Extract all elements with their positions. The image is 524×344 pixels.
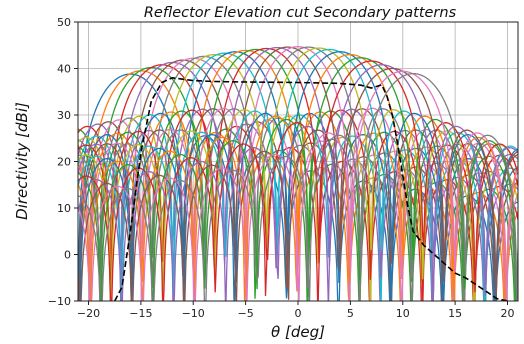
y-tick-label: 0: [64, 249, 71, 262]
y-tick-label: −10: [48, 295, 71, 308]
x-tick-label: 15: [448, 307, 462, 320]
chart-title: Reflector Elevation cut Secondary patter…: [144, 5, 457, 21]
y-tick-label: 20: [57, 156, 71, 169]
x-tick-label: −10: [182, 307, 205, 320]
x-tick-label: −15: [129, 307, 152, 320]
x-tick-label: 20: [501, 307, 515, 320]
y-tick-label: 40: [57, 63, 71, 76]
x-tick-label: 5: [347, 307, 354, 320]
y-axis-label: Directivity [dBi]: [13, 102, 31, 220]
x-tick-label: −20: [77, 307, 100, 320]
x-axis-label: θ [deg]: [271, 323, 325, 341]
y-tick-label: 30: [57, 109, 71, 122]
y-tick-label: 50: [57, 16, 71, 29]
x-tick-label: −5: [237, 307, 253, 320]
y-tick-label: 10: [57, 202, 71, 215]
x-tick-label: 10: [396, 307, 410, 320]
x-tick-label: 0: [295, 307, 302, 320]
